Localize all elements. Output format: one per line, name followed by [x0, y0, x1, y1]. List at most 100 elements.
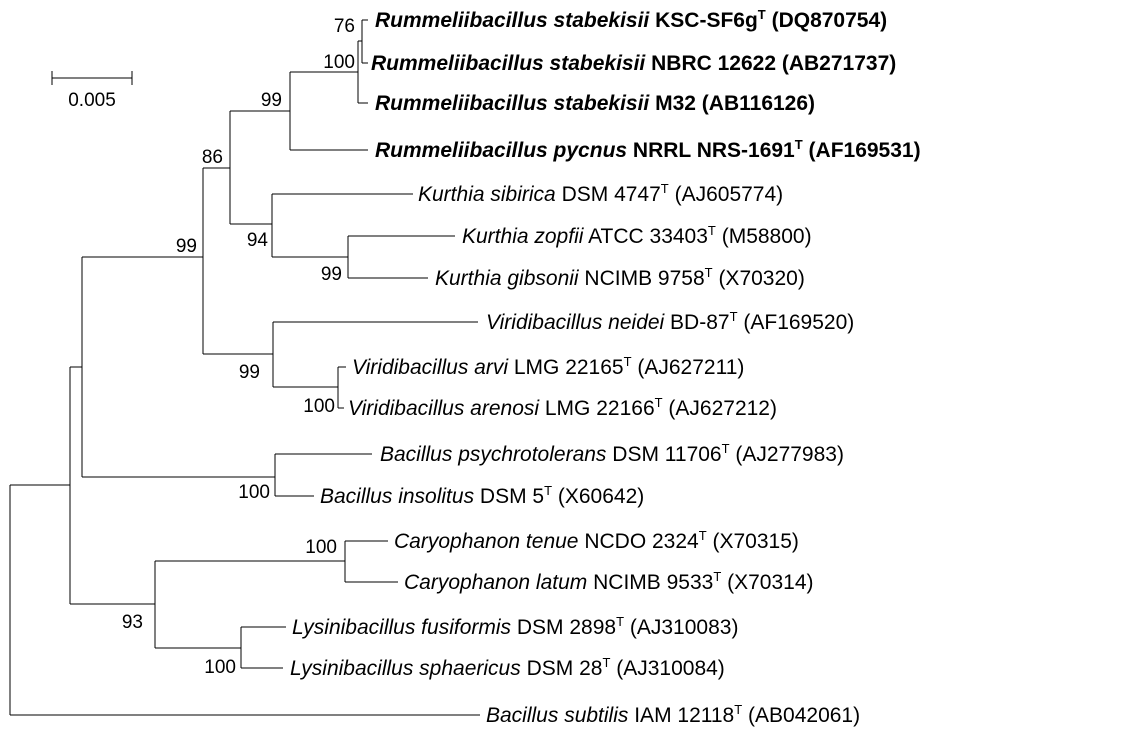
- bootstrap-value: 100: [323, 52, 355, 73]
- taxon-strain: DSM 5: [474, 485, 544, 508]
- taxon-accession: (M58800): [716, 225, 812, 248]
- taxon-accession: (AF169520): [738, 311, 855, 334]
- bootstrap-value: 100: [303, 396, 335, 417]
- type-strain-marker: T: [705, 265, 713, 280]
- bootstrap-value: 100: [238, 482, 270, 503]
- type-strain-marker: T: [734, 702, 742, 717]
- taxon-accession: (X70320): [713, 267, 805, 290]
- taxon-strain: NBRC 12622: [645, 52, 776, 75]
- taxon-label: Bacillus psychrotolerans DSM 11706T (AJ2…: [380, 441, 844, 466]
- taxon-accession: (AB042061): [742, 704, 860, 727]
- taxon-accession: (AF169531): [803, 139, 921, 162]
- taxon-label: Bacillus subtilis IAM 12118T (AB042061): [486, 702, 860, 727]
- bootstrap-value: 86: [202, 147, 223, 168]
- taxon-strain: DSM 2898: [511, 616, 616, 639]
- taxon-strain: ATCC 33403: [583, 225, 708, 248]
- taxon-label: Viridibacillus arvi LMG 22165T (AJ627211…: [352, 354, 744, 379]
- taxon-name: Viridibacillus arvi: [352, 356, 509, 379]
- taxon-name: Kurthia sibirica: [418, 183, 556, 206]
- taxon-name: Kurthia gibsonii: [435, 267, 580, 290]
- taxon-name: Caryophanon tenue: [394, 530, 578, 553]
- taxon-accession: (X70314): [721, 571, 813, 594]
- taxon-strain: IAM 12118: [628, 704, 734, 727]
- taxon-name: Kurthia zopfii: [462, 225, 585, 248]
- taxon-name: Viridibacillus neidei: [486, 311, 666, 334]
- taxon-accession: (AJ277983): [730, 443, 844, 466]
- taxon-accession: (AB116126): [696, 92, 815, 115]
- bootstrap-value: 99: [261, 90, 282, 111]
- type-strain-marker: T: [708, 223, 716, 238]
- type-strain-marker: T: [795, 137, 803, 152]
- bootstrap-value: 99: [176, 236, 197, 257]
- bootstrap-value: 93: [122, 612, 143, 633]
- taxon-strain: NCDO 2324: [578, 530, 699, 553]
- taxon-labels: Rummeliibacillus stabekisii KSC-SF6gT (D…: [290, 7, 921, 727]
- taxon-strain: M32: [649, 92, 696, 115]
- taxon-strain: BD-87: [664, 311, 729, 334]
- taxon-label: Kurthia gibsonii NCIMB 9758T (X70320): [435, 265, 805, 290]
- taxon-label: Rummeliibacillus stabekisii NBRC 12622 (…: [371, 52, 896, 75]
- taxon-label: Rummeliibacillus stabekisii M32 (AB11612…: [375, 92, 815, 115]
- tree-branches: [9, 19, 480, 716]
- taxon-label: Rummeliibacillus pycnus NRRL NRS-1691T (…: [375, 137, 921, 162]
- taxon-accession: (X70315): [707, 530, 799, 553]
- scale-bar-label: 0.005: [68, 90, 116, 111]
- bootstrap-value: 100: [305, 537, 337, 558]
- type-strain-marker: T: [616, 614, 624, 629]
- taxon-name: Lysinibacillus sphaericus: [290, 657, 521, 680]
- taxon-label: Kurthia zopfii ATCC 33403T (M58800): [462, 223, 812, 248]
- taxon-label: Caryophanon tenue NCDO 2324T (X70315): [394, 528, 799, 553]
- taxon-label: Rummeliibacillus stabekisii KSC-SF6gT (D…: [375, 7, 887, 32]
- taxon-strain: NCIMB 9533: [587, 571, 713, 594]
- type-strain-marker: T: [713, 569, 721, 584]
- taxon-accession: (DQ870754): [766, 9, 887, 32]
- taxon-strain: DSM 11706: [606, 443, 721, 466]
- bootstrap-value: 99: [239, 362, 260, 383]
- taxon-strain: KSC-SF6g: [649, 9, 758, 32]
- type-strain-marker: T: [655, 395, 663, 410]
- taxon-name: Rummeliibacillus stabekisii: [371, 52, 646, 75]
- bootstrap-value: 99: [321, 264, 342, 285]
- taxon-name: Bacillus insolitus: [320, 485, 475, 508]
- taxon-label: Kurthia sibirica DSM 4747T (AJ605774): [418, 181, 783, 206]
- taxon-name: Viridibacillus arenosi: [348, 397, 540, 420]
- taxon-strain: DSM 28: [521, 657, 603, 680]
- type-strain-marker: T: [730, 309, 738, 324]
- taxon-name: Rummeliibacillus stabekisii: [375, 92, 650, 115]
- taxon-label: Viridibacillus arenosi LMG 22166T (AJ627…: [348, 395, 777, 420]
- type-strain-marker: T: [758, 7, 766, 22]
- taxon-label: Caryophanon latum NCIMB 9533T (X70314): [404, 569, 814, 594]
- type-strain-marker: T: [699, 528, 707, 543]
- taxon-accession: (AJ627211): [632, 356, 745, 379]
- bootstrap-value: 76: [334, 16, 355, 37]
- bootstrap-value: 100: [204, 657, 236, 678]
- taxon-label: Viridibacillus neidei BD-87T (AF169520): [486, 309, 854, 334]
- taxon-name: Rummeliibacillus stabekisii: [375, 9, 650, 32]
- taxon-label: Lysinibacillus fusiformis DSM 2898T (AJ3…: [292, 614, 738, 639]
- type-strain-marker: T: [602, 655, 610, 670]
- taxon-name: Bacillus psychrotolerans: [380, 443, 607, 466]
- taxon-name: Caryophanon latum: [404, 571, 587, 594]
- type-strain-marker: T: [661, 181, 669, 196]
- bootstrap-values: 76 100 99 86 94 99 99 99 100 100 100 93 …: [122, 16, 355, 678]
- taxon-name: Rummeliibacillus pycnus: [375, 139, 627, 162]
- taxon-accession: (AJ310084): [610, 657, 724, 680]
- taxon-strain: LMG 22166: [539, 397, 655, 420]
- taxon-accession: (AB271737): [776, 52, 896, 75]
- bootstrap-value: 94: [247, 230, 269, 251]
- type-strain-marker: T: [722, 441, 730, 456]
- taxon-strain: NCIMB 9758: [579, 267, 705, 290]
- taxon-accession: (X60642): [552, 485, 644, 508]
- type-strain-marker: T: [624, 354, 632, 369]
- taxon-strain: LMG 22165: [508, 356, 624, 379]
- taxon-label: Bacillus insolitus DSM 5T (X60642): [320, 483, 644, 508]
- taxon-name: Lysinibacillus fusiformis: [292, 616, 512, 639]
- taxon-label: Lysinibacillus sphaericus DSM 28T (AJ310…: [290, 655, 725, 680]
- taxon-strain: NRRL NRS-1691: [627, 139, 795, 162]
- type-strain-marker: T: [544, 483, 552, 498]
- taxon-accession: (AJ627212): [663, 397, 777, 420]
- taxon-name: Bacillus subtilis: [486, 704, 629, 727]
- taxon-accession: (AJ605774): [669, 183, 783, 206]
